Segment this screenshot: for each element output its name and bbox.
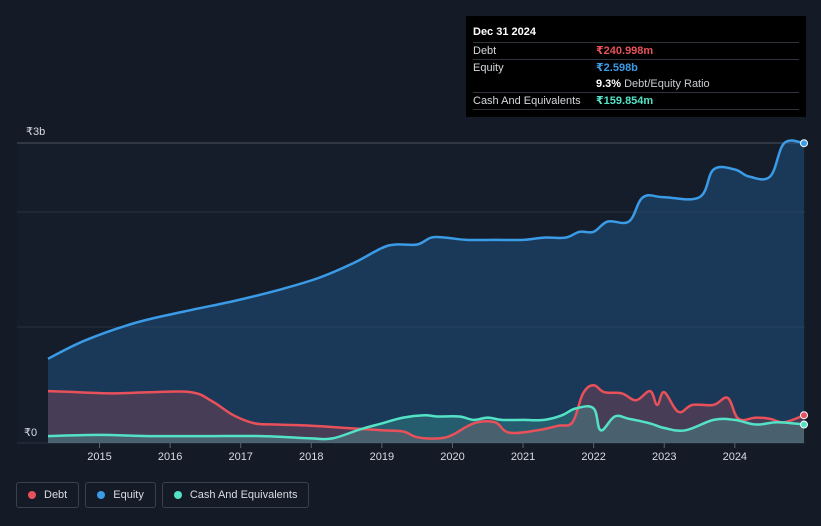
legend-item-equity[interactable]: Equity	[85, 482, 156, 508]
debt-area	[48, 385, 804, 443]
tooltip-date: Dec 31 2024	[473, 26, 536, 38]
legend-label-cash: Cash And Equivalents	[189, 489, 298, 501]
equity-line	[47, 139, 805, 360]
tooltip-equity-value: ₹2.598b	[596, 62, 638, 74]
equity-end-marker	[800, 139, 808, 148]
tooltip-cash-value: ₹159.854m	[596, 95, 654, 107]
x-tick-label-2016: 2016	[158, 451, 182, 463]
series-areas	[48, 140, 804, 443]
tooltip-row-debt: Debt ₹240.998m	[473, 42, 799, 59]
plot-background	[17, 143, 805, 444]
x-tick-label-2020: 2020	[440, 451, 464, 463]
tooltip-debt-value: ₹240.998m	[596, 45, 654, 57]
tooltip-row-equity: Equity ₹2.598b	[473, 59, 799, 76]
end-markers	[800, 139, 808, 429]
legend-item-debt[interactable]: Debt	[16, 482, 80, 508]
x-tick-label-2017: 2017	[228, 451, 252, 463]
tooltip-equity-label: Equity	[473, 62, 504, 74]
chart-legend: Debt Equity Cash And Equivalents	[16, 482, 310, 508]
x-tick-label-2023: 2023	[652, 451, 676, 463]
x-tick-label-2024: 2024	[723, 451, 747, 463]
equity-area	[48, 140, 804, 443]
x-tick-label-2021: 2021	[511, 451, 535, 463]
cash-and-equivalents-line	[47, 405, 805, 441]
legend-label-equity: Equity	[113, 489, 144, 501]
tooltip-cash-label: Cash And Equivalents	[473, 95, 581, 107]
debt-end-marker	[800, 411, 808, 420]
legend-label-debt: Debt	[44, 489, 68, 501]
x-tick-label-2015: 2015	[87, 451, 111, 463]
tooltip-row-cash: Cash And Equivalents ₹159.854m	[473, 92, 799, 110]
x-tick-label-2018: 2018	[299, 451, 323, 463]
series-lines	[47, 139, 805, 441]
tooltip-ratio-value: 9.3%	[596, 78, 622, 90]
tooltip-panel: Dec 31 2024 Debt ₹240.998m Equity ₹2.598…	[466, 16, 806, 117]
x-axis-ticks: 2015 2016 2017 2018 2019 2020 2021 2022 2023 2024	[87, 443, 747, 463]
cash-and-equivalents-area	[48, 406, 804, 443]
legend-item-cash[interactable]: Cash And Equivalents	[161, 482, 310, 508]
cash-and-equivalents-end-marker	[800, 420, 808, 429]
tooltip-ratio-label: Debt/Equity Ratio	[624, 78, 710, 90]
x-tick-label-2022: 2022	[581, 451, 605, 463]
debt-line	[47, 384, 805, 440]
gridlines	[17, 142, 805, 444]
cash-dot-icon	[173, 491, 182, 499]
x-tick-label-2019: 2019	[370, 451, 394, 463]
equity-dot-icon	[97, 491, 106, 499]
tooltip-row-ratio: 9.3% Debt/Equity Ratio	[473, 76, 799, 92]
y-tick-label-bottom: ₹0	[24, 427, 37, 439]
debt-dot-icon	[28, 491, 36, 499]
tooltip-debt-label: Debt	[473, 45, 497, 57]
y-tick-label-top: ₹3b	[26, 126, 45, 138]
